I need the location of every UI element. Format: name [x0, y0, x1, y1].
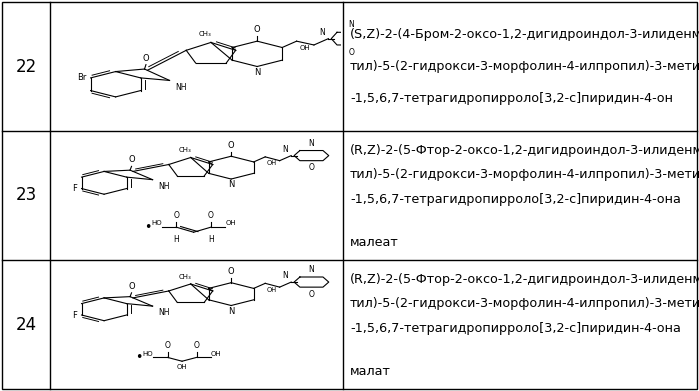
Text: CH₃: CH₃ — [178, 147, 192, 153]
Text: O: O — [208, 211, 214, 220]
Text: N: N — [308, 265, 315, 274]
Text: N: N — [308, 139, 315, 148]
Text: (R,Z)-2-(5-Фтор-2-оксо-1,2-дигидроиндол-3-илиденме: (R,Z)-2-(5-Фтор-2-оксо-1,2-дигидроиндол-… — [350, 144, 699, 157]
Text: O: O — [165, 341, 171, 350]
Text: F: F — [73, 184, 78, 193]
Text: N: N — [228, 307, 234, 316]
Text: O: O — [194, 341, 199, 350]
Text: N: N — [282, 271, 288, 280]
Text: N: N — [228, 180, 234, 189]
Text: O: O — [254, 25, 261, 34]
Text: тил)-5-(2-гидрокси-3-морфолин-4-илпропил)-3-метил: тил)-5-(2-гидрокси-3-морфолин-4-илпропил… — [350, 168, 699, 181]
Text: OH: OH — [266, 287, 277, 292]
Text: OH: OH — [177, 364, 187, 370]
Text: •: • — [144, 221, 151, 234]
Text: OH: OH — [266, 160, 277, 166]
Text: OH: OH — [211, 351, 222, 357]
Text: NH: NH — [175, 83, 187, 92]
Text: O: O — [143, 54, 150, 63]
Text: 24: 24 — [15, 316, 36, 334]
Text: N: N — [349, 20, 354, 29]
Text: H: H — [208, 235, 214, 244]
Text: NH: NH — [159, 181, 170, 190]
Text: HO: HO — [143, 351, 153, 357]
Text: CH₃: CH₃ — [199, 31, 212, 38]
Text: малат: малат — [350, 366, 391, 378]
Text: OH: OH — [299, 45, 310, 51]
Text: F: F — [73, 310, 78, 319]
Text: -1,5,6,7-тетрагидропирроло[3,2-с]пиридин-4-он: -1,5,6,7-тетрагидропирроло[3,2-с]пиридин… — [350, 92, 673, 105]
Text: N: N — [319, 28, 326, 37]
Text: тил)-5-(2-гидрокси-3-морфолин-4-илпропил)-3-метил: тил)-5-(2-гидрокси-3-морфолин-4-илпропил… — [350, 297, 699, 310]
Text: O: O — [349, 48, 354, 57]
Text: тил)-5-(2-гидрокси-3-морфолин-4-илпропил)-3-метил: тил)-5-(2-гидрокси-3-морфолин-4-илпропил… — [350, 60, 699, 73]
Text: Br: Br — [77, 73, 86, 82]
Text: N: N — [254, 68, 260, 77]
Text: -1,5,6,7-тетрагидропирроло[3,2-с]пиридин-4-она: -1,5,6,7-тетрагидропирроло[3,2-с]пиридин… — [350, 322, 681, 335]
Text: N: N — [282, 145, 288, 154]
Text: 22: 22 — [15, 57, 36, 75]
Text: •: • — [135, 351, 143, 364]
Text: HO: HO — [151, 221, 162, 226]
Text: (S,Z)-2-(4-Бром-2-оксо-1,2-дигидроиндол-3-илиденме: (S,Z)-2-(4-Бром-2-оксо-1,2-дигидроиндол-… — [350, 28, 699, 41]
Text: O: O — [128, 282, 135, 291]
Text: O: O — [228, 267, 234, 276]
Text: OH: OH — [225, 221, 236, 226]
Text: (R,Z)-2-(5-Фтор-2-оксо-1,2-дигидроиндол-3-илиденме: (R,Z)-2-(5-Фтор-2-оксо-1,2-дигидроиндол-… — [350, 273, 699, 286]
Text: малеат: малеат — [350, 237, 398, 249]
Text: H: H — [173, 235, 179, 244]
Text: O: O — [308, 163, 315, 172]
Text: CH₃: CH₃ — [178, 274, 192, 280]
Text: NH: NH — [159, 308, 170, 317]
Text: 23: 23 — [15, 187, 36, 204]
Text: O: O — [173, 211, 179, 220]
Text: O: O — [128, 156, 135, 165]
Text: O: O — [308, 290, 315, 299]
Text: O: O — [228, 141, 234, 150]
Text: -1,5,6,7-тетрагидропирроло[3,2-с]пиридин-4-она: -1,5,6,7-тетрагидропирроло[3,2-с]пиридин… — [350, 193, 681, 206]
